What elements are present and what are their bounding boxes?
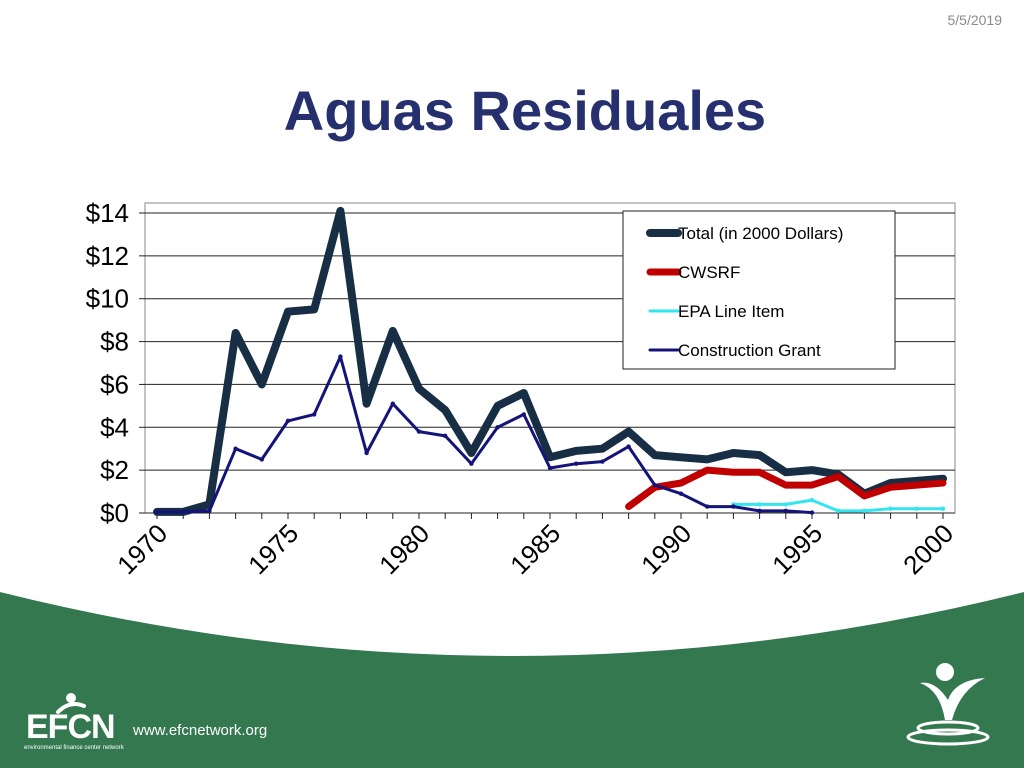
series-point xyxy=(836,508,841,514)
series-point xyxy=(914,506,919,511)
sprout-logo-ring-icon xyxy=(906,728,990,746)
series-line xyxy=(155,355,814,515)
series-point xyxy=(600,459,605,464)
series-point xyxy=(154,509,160,515)
efcn-logo-subtitle: environmental finance center network xyxy=(24,745,124,751)
legend-label: Construction Grant xyxy=(678,341,821,360)
slide-title: Aguas Residuales xyxy=(283,79,767,142)
series-point xyxy=(390,401,395,406)
legend-box xyxy=(622,210,896,370)
footer-green-band xyxy=(0,592,1024,768)
legend-label: CWSRF xyxy=(678,263,740,282)
y-tick-label: $14 xyxy=(86,198,129,228)
series-point xyxy=(364,450,369,456)
slide-date: 5/5/2019 xyxy=(947,12,1003,28)
y-tick-label: $4 xyxy=(100,412,129,442)
series-point xyxy=(259,457,264,462)
x-tick-label: 1995 xyxy=(766,518,828,580)
efcn-logo-head-icon xyxy=(66,693,76,703)
y-tick-label: $12 xyxy=(86,241,129,271)
series-point xyxy=(862,508,867,514)
legend-label: EPA Line Item xyxy=(678,302,784,321)
efcn-logo-arms-icon xyxy=(56,702,86,714)
series-point xyxy=(783,502,788,507)
sprout-logo-seed-icon xyxy=(936,663,954,681)
efcn-logo-text: EFCN xyxy=(26,708,116,746)
series-point xyxy=(652,482,657,488)
series-point xyxy=(312,412,317,417)
series-point xyxy=(416,429,422,434)
series-point xyxy=(233,446,238,451)
x-tick-label: 2000 xyxy=(897,518,959,580)
legend-label: Total (in 2000 Dollars) xyxy=(678,224,843,243)
x-tick-label: 1985 xyxy=(504,518,566,580)
y-tick-label: $10 xyxy=(86,284,129,314)
y-tick-label: $2 xyxy=(100,455,129,485)
x-tick-label: 1990 xyxy=(635,518,697,580)
series-point xyxy=(443,433,448,439)
x-tick-label: 1975 xyxy=(242,518,304,580)
series-point xyxy=(940,506,946,511)
series-line xyxy=(153,206,947,516)
series-point xyxy=(731,504,736,509)
series-point xyxy=(181,509,186,515)
sprout-logo-ring-icon xyxy=(916,720,980,736)
series-point xyxy=(705,504,710,509)
series-point xyxy=(626,444,631,449)
series-point xyxy=(678,491,684,496)
series-point xyxy=(888,506,893,511)
sprout-logo-leaf-icon xyxy=(920,678,985,720)
series-line xyxy=(625,466,947,511)
series-point xyxy=(521,412,526,417)
series-point xyxy=(469,461,474,466)
series-point xyxy=(207,508,212,514)
series-point xyxy=(338,354,343,359)
series-point xyxy=(757,508,762,514)
y-tick-label: $8 xyxy=(100,327,129,357)
series-point xyxy=(809,510,815,515)
series-point xyxy=(574,461,579,466)
series-point xyxy=(783,508,788,514)
series-point xyxy=(285,418,291,424)
series-point xyxy=(495,425,500,430)
series-point xyxy=(757,502,762,507)
x-tick-label: 1980 xyxy=(373,518,435,580)
series-point xyxy=(809,497,815,503)
series-point xyxy=(547,465,553,471)
y-tick-label: $6 xyxy=(100,369,129,399)
y-tick-label: $0 xyxy=(100,498,129,528)
footer-url[interactable]: www.efcnetwork.org xyxy=(133,722,268,739)
